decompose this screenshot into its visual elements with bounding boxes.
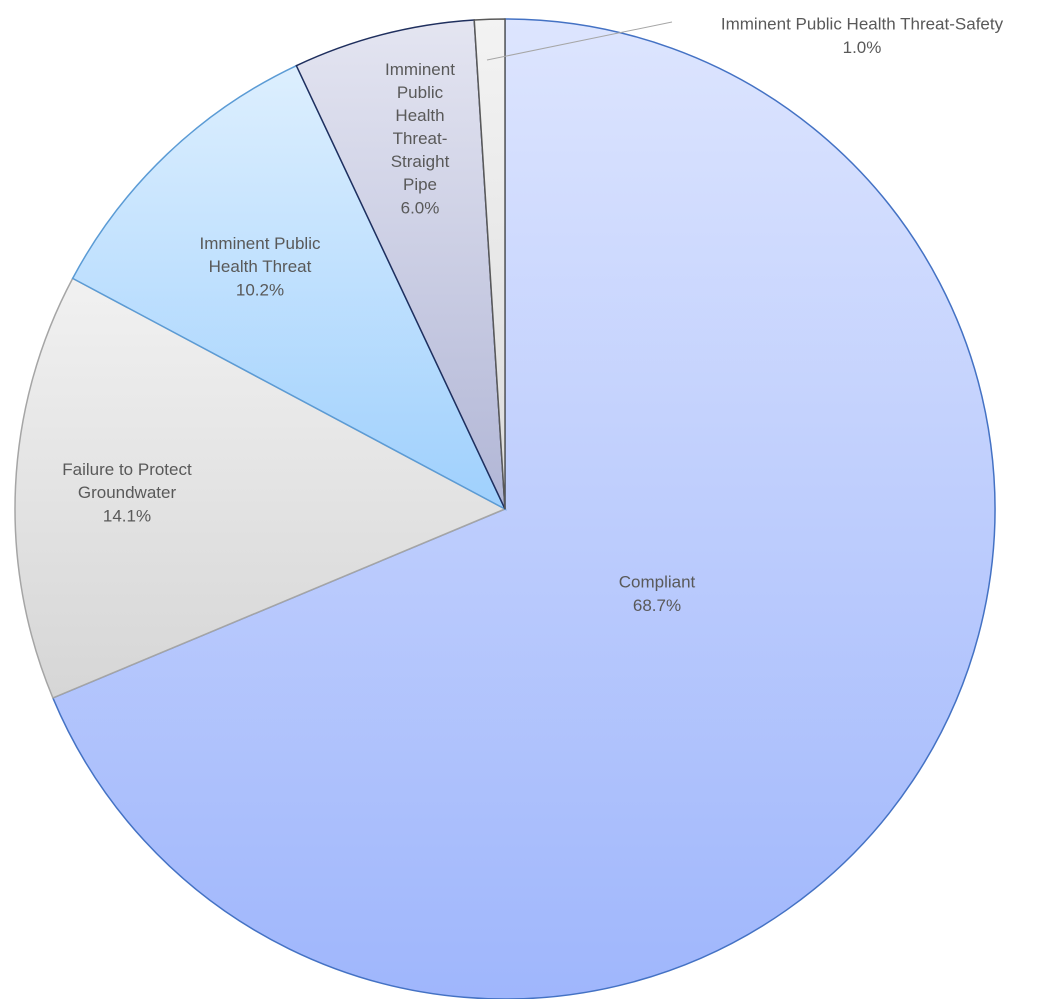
pie-slice <box>473 18 506 510</box>
slice-value-label: 1.0% <box>843 38 882 57</box>
pie-slice <box>14 277 507 699</box>
leader-line <box>486 21 673 61</box>
pie-slice <box>51 18 996 1000</box>
slice-value-label: 14.1% <box>103 506 151 525</box>
slice-value-label: 68.7% <box>633 596 681 615</box>
pie-slice <box>295 19 506 510</box>
slice-value-label: 10.2% <box>236 280 284 299</box>
slice-label: Compliant <box>619 573 696 592</box>
slice-label: Failure to Protect Groundwater <box>62 460 192 502</box>
slice-label: Imminent Public Health Threat-Safety <box>721 15 1004 34</box>
slice-label: Imminent Public Health Threat <box>200 234 321 276</box>
slice-value-label: 6.0% <box>401 198 440 217</box>
slice-label: Imminent Public Health Threat-Straight Pipe <box>385 60 455 194</box>
pie-slice <box>71 64 507 511</box>
